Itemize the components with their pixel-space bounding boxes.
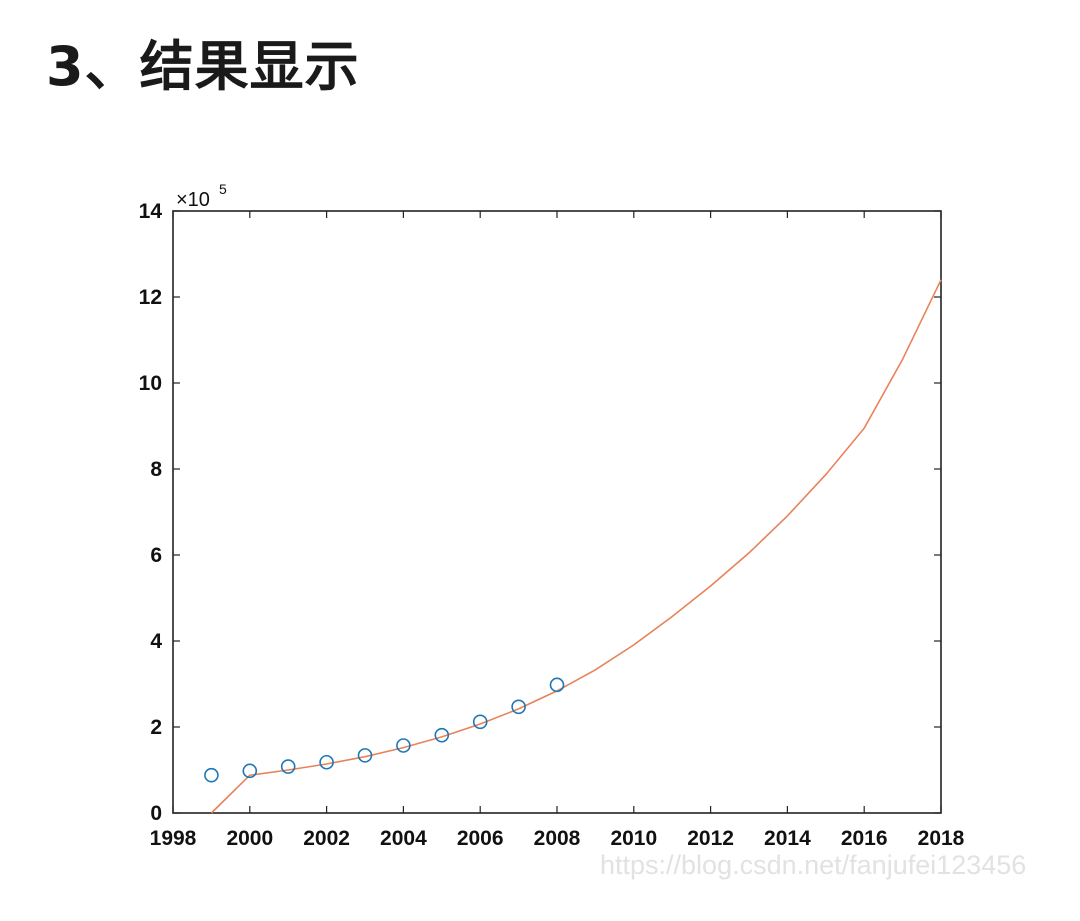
fit-curve-line [210,279,942,814]
data-point-marker [434,727,450,743]
data-point-marker [357,748,373,763]
x-tick-label: 2000 [226,827,273,850]
data-point-marker [396,738,411,753]
y-tick-label: 0 [150,802,162,825]
data-point-marker [280,759,296,774]
y-tick-label: 8 [150,458,162,481]
x-tick-label: 2004 [380,827,427,850]
watermark: https://blog.csdn.net/fanjufei123456 [600,850,1027,880]
data-point-marker [472,714,488,730]
data-point-marker [511,699,526,715]
data-point-marker [549,677,565,693]
x-tick-label: 2018 [918,827,965,850]
data-point-marker [242,763,258,779]
x-tick-label: 2010 [610,827,657,850]
x-tick-label: 2016 [841,827,888,850]
plot-frame [172,210,942,814]
y-exponent-label: ×10 [176,189,210,211]
y-tick-label: 2 [150,716,162,739]
y-tick-label: 10 [139,372,162,395]
data-point-marker [319,754,334,770]
x-tick-label: 2014 [764,827,811,850]
section-heading: 3、结果显示 [46,35,360,98]
x-tick-label: 1998 [150,827,197,850]
y-tick-label: 14 [139,200,163,223]
x-tick-label: 2012 [687,827,734,850]
y-tick-label: 6 [150,544,162,567]
x-tick-label: 2006 [457,827,504,850]
y-tick-label: 4 [150,630,162,653]
y-tick-label: 12 [139,286,162,309]
x-tick-label: 2008 [534,827,581,850]
data-point-marker [204,767,219,783]
y-exponent-value: 5 [219,181,227,197]
x-tick-label: 2002 [303,827,350,850]
